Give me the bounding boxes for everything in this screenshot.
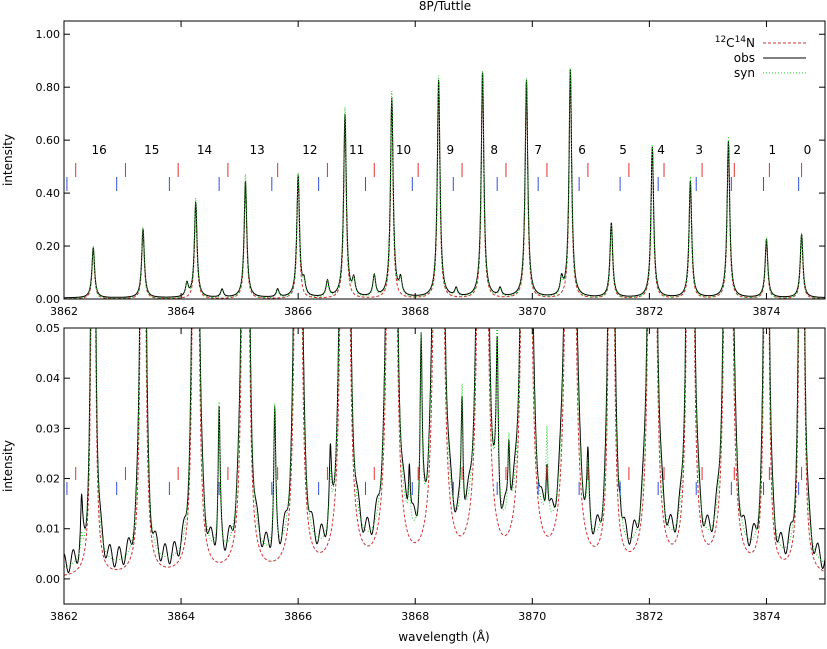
top-panel: 16 15 14 13 12 11 10 9 8 7 6 5 4 3 2 1 0 3862 3864 3866 386…	[1, 20, 826, 318]
line-label: 7	[534, 143, 542, 157]
y-tick-label: 0.00	[36, 573, 61, 586]
line-label: 5	[619, 143, 627, 157]
line-label: 11	[349, 143, 364, 157]
legend-label-obs: obs	[734, 51, 755, 65]
x-tick-label: 3870	[518, 610, 546, 623]
chart-title: 8P/Tuttle	[419, 0, 471, 13]
line-label: 16	[91, 143, 106, 157]
line-label: 13	[250, 143, 265, 157]
synthetic-line	[64, 68, 825, 299]
y-tick-label: 0.00	[36, 293, 61, 306]
line-label: 14	[197, 143, 212, 157]
line-label: 0	[804, 143, 812, 157]
line-label: 4	[657, 143, 665, 157]
x-tick-label: 3868	[401, 305, 429, 318]
x-tick-label: 3872	[635, 305, 663, 318]
bottom-panel: 3862 3864 3866 3868 3870 3872 3874 0.00 0.01 0.02…	[1, 322, 826, 623]
x-tick-label: 3864	[167, 305, 195, 318]
x-tick-label: 3862	[50, 305, 78, 318]
y-tick-label: 1.00	[36, 28, 61, 41]
y-tick-label: 0.20	[36, 240, 61, 253]
x-tick-label: 3872	[635, 610, 663, 623]
x-tick-label: 3874	[752, 305, 780, 318]
cn-model-line	[64, 71, 825, 299]
cn-model-line	[64, 328, 825, 576]
x-tick-label: 3874	[752, 610, 780, 623]
y-tick-label: 0.80	[36, 81, 61, 94]
observed-line	[64, 69, 825, 299]
x-axis-label: wavelength (Å)	[398, 629, 489, 644]
x-tick-label: 3866	[284, 305, 312, 318]
bottom-axes: 3862 3864 3866 3868 3870 3872 3874 0.00 0.01 0.02…	[36, 322, 825, 623]
legend-label-12c14n: 12C14N	[715, 35, 755, 50]
y-tick-label: 0.01	[36, 523, 61, 536]
x-tick-label: 3868	[401, 610, 429, 623]
line-label: 12	[302, 143, 317, 157]
y-tick-label: 0.02	[36, 473, 61, 486]
element-n: N	[746, 36, 755, 50]
line-label: 15	[144, 143, 159, 157]
line-label: 8	[490, 143, 498, 157]
line-label: 9	[447, 143, 455, 157]
bottom-y-axis-label: intensity	[1, 440, 15, 492]
x-tick-label: 3864	[167, 610, 195, 623]
line-label: 2	[733, 143, 741, 157]
x-tick-label: 3870	[518, 305, 546, 318]
legend: 12C14N obs syn	[715, 35, 806, 80]
top-panel-frame	[63, 20, 826, 300]
line-label: 10	[396, 143, 411, 157]
line-label: 1	[768, 143, 776, 157]
top-plot-area: 16 15 14 13 12 11 10 9 8 7 6 5 4 3 2 1 0	[64, 68, 825, 299]
x-tick-label: 3862	[50, 610, 78, 623]
y-tick-label: 0.05	[36, 322, 61, 335]
legend-label-syn: syn	[734, 66, 755, 80]
isotope-mass-12: 12	[715, 35, 726, 45]
x-tick-label: 3866	[284, 610, 312, 623]
top-axes: 3862 3864 3866 3868 3870 3872 38740.000.200.40…	[36, 21, 825, 318]
bottom-panel-frame	[63, 327, 826, 605]
y-tick-label: 0.04	[36, 372, 61, 385]
y-tick-label: 0.03	[36, 422, 61, 435]
bottom-plot-area	[64, 328, 825, 576]
observed-line	[64, 328, 825, 574]
y-tick-label: 0.60	[36, 134, 61, 147]
element-c: C	[726, 36, 734, 50]
isotope-mass-14: 14	[735, 35, 747, 45]
top-y-axis-label: intensity	[1, 134, 15, 186]
line-label: 6	[578, 143, 586, 157]
y-tick-label: 0.40	[36, 187, 61, 200]
synthetic-line	[64, 328, 825, 568]
line-label: 3	[695, 143, 703, 157]
